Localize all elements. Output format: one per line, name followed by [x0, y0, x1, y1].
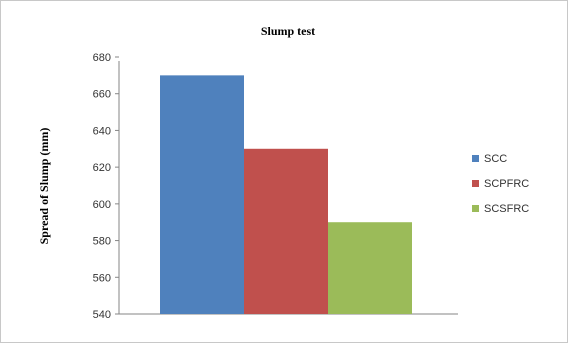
legend-label-scsfrc: SCSFRC: [484, 203, 529, 215]
legend-label-scc: SCC: [484, 153, 507, 165]
bar-scsfrc: [328, 222, 412, 314]
chart-title: Slump test: [261, 24, 315, 38]
y-tick-label: 560: [93, 272, 111, 284]
legend-swatch-scc: [472, 155, 479, 162]
y-tick-label: 600: [93, 199, 111, 211]
y-tick-label: 540: [93, 309, 111, 321]
legend-swatch-scpfrc: [472, 180, 479, 187]
y-tick-label: 660: [93, 89, 111, 101]
legend-label-scpfrc: SCPFRC: [484, 178, 529, 190]
y-tick-label: 640: [93, 125, 111, 137]
legend: SCC SCPFRC SCSFRC: [472, 153, 529, 215]
bar-scpfrc: [244, 148, 328, 314]
y-ticks: 540 560 580 600 620 640 660 680: [93, 52, 119, 321]
bar-chart: Slump test Spread of Slump (mm) 540 560 58…: [37, 24, 529, 321]
bars: [160, 75, 412, 314]
bar-scc: [160, 75, 244, 314]
y-tick-label: 620: [93, 162, 111, 174]
y-axis-label: Spread of Slump (mm): [37, 128, 51, 245]
legend-swatch-scsfrc: [472, 205, 479, 212]
y-tick-label: 680: [93, 52, 111, 64]
y-tick-label: 580: [93, 236, 111, 248]
